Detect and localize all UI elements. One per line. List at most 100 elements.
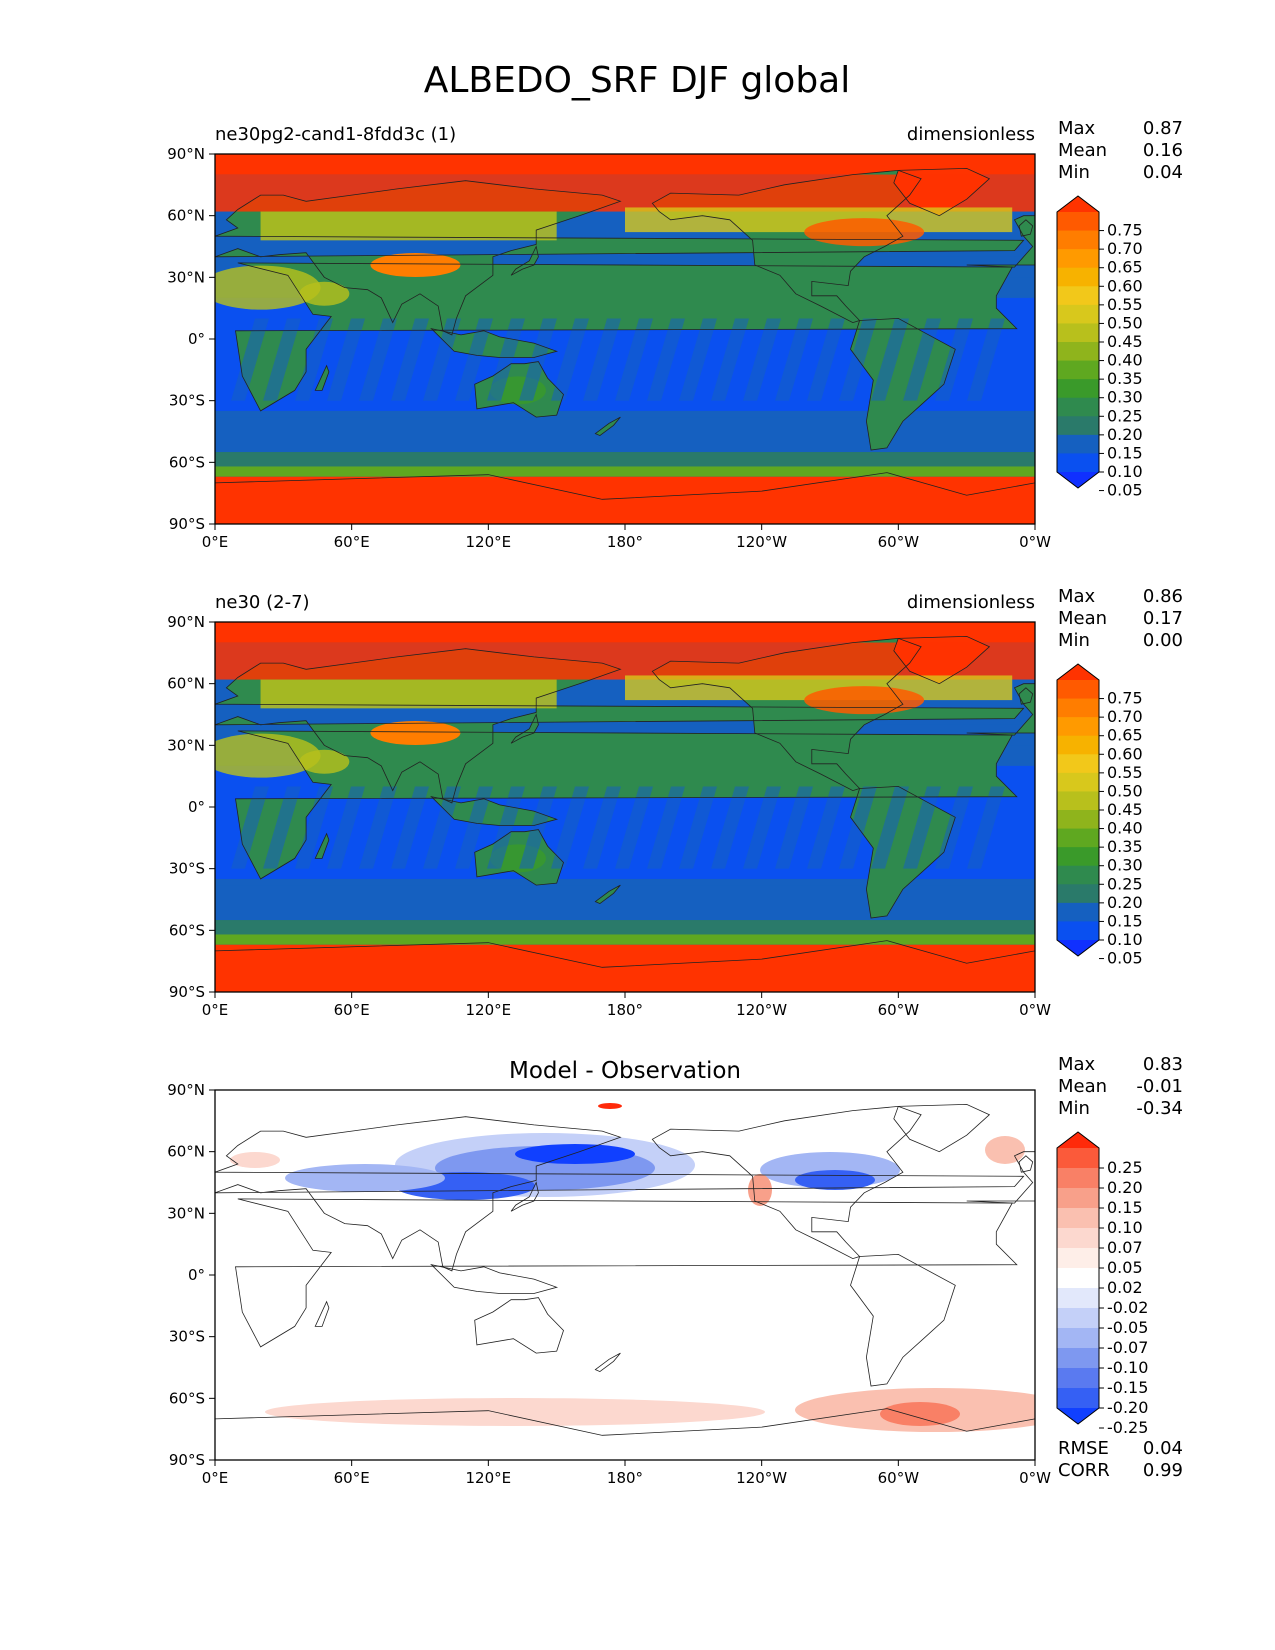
arctic-ice <box>215 622 1035 643</box>
x-tick-label: 60°E <box>334 533 370 551</box>
colorbar-segment <box>1057 680 1099 700</box>
ocean-glint-stripe <box>967 318 1005 401</box>
colorbar-max-extension <box>1057 196 1099 212</box>
y-tick-label: 90°N <box>167 613 205 631</box>
coastline-eurasia <box>215 180 1025 336</box>
colorbar-tick-label: -0.05 <box>1107 1318 1148 1337</box>
positive-anomaly-area <box>265 1398 765 1426</box>
colorbar-segment <box>1057 847 1099 867</box>
colorbar-segment <box>1057 416 1099 436</box>
y-tick-label: 90°N <box>167 1081 205 1099</box>
colorbar-segment <box>1057 1308 1099 1329</box>
ocean-glint-stripe <box>487 786 525 869</box>
colorbar-tick-label: 0.70 <box>1107 707 1143 726</box>
colorbar-segment <box>1057 865 1099 885</box>
colorbar-tick-label: 0.35 <box>1107 837 1143 856</box>
positive-anomaly-area <box>880 1402 960 1426</box>
land-madagascar <box>315 365 329 391</box>
colorbar-tick-label: 0.75 <box>1107 689 1143 708</box>
colorbar-tick-label: 0.20 <box>1107 1178 1143 1197</box>
stat-label: Mean <box>1058 1076 1107 1097</box>
colorbar-segment <box>1057 1368 1099 1389</box>
colorbar-segment <box>1057 1148 1099 1169</box>
ocean-glint-stripe <box>423 318 461 401</box>
ocean-glint-stripe <box>359 786 397 869</box>
sea-ice-edge <box>215 466 1035 477</box>
colorbar-tick-label: -0.10 <box>1107 1358 1148 1377</box>
positive-anomaly-area <box>598 1103 622 1109</box>
ocean-glint-stripe <box>455 318 493 401</box>
colorbar-segment <box>1057 230 1099 250</box>
colorbar-segment <box>1057 212 1099 232</box>
sahara-desert <box>215 265 321 310</box>
ocean-glint-stripe <box>807 318 845 401</box>
colorbar-segment <box>1057 828 1099 848</box>
land-nz <box>595 417 621 436</box>
land-indonesia <box>431 796 557 826</box>
stat-label: Min <box>1058 1098 1090 1119</box>
land-uk <box>1019 219 1033 237</box>
figure-title: ALBEDO_SRF DJF global <box>424 60 850 101</box>
colorbar: 0.250.200.150.100.070.050.02-0.02-0.05-0… <box>1056 1131 1148 1437</box>
ocean-glint-stripe <box>903 786 941 869</box>
y-tick-label: 60°S <box>169 921 205 939</box>
colorbar-segment <box>1057 791 1099 811</box>
arabian-desert <box>299 281 350 306</box>
stat-label: Min <box>1058 162 1090 183</box>
x-tick-label: 60°E <box>334 1469 370 1487</box>
ocean-glint-stripe <box>551 318 589 401</box>
colorbar-tick-label: 0.55 <box>1107 295 1143 314</box>
colorbar-tick-label: 0.25 <box>1107 1158 1143 1177</box>
ocean-glint-stripe <box>423 786 461 869</box>
colorbar-tick-label: -0.20 <box>1107 1398 1148 1417</box>
x-tick-label: 0°W <box>1019 1469 1051 1487</box>
y-tick-label: 60°S <box>169 1389 205 1407</box>
coastline-japan <box>510 1181 539 1212</box>
colorbar-max-extension <box>1057 664 1099 680</box>
ocean-glint-stripe <box>935 318 973 401</box>
coastline-africa <box>235 730 1018 880</box>
colorbar-tick-label: 0.55 <box>1107 763 1143 782</box>
colorbar-tick-label: 0.65 <box>1107 726 1143 745</box>
ocean-glint-stripe <box>391 786 429 869</box>
coastline-greenland <box>893 1103 991 1153</box>
snow-belt <box>215 642 1035 680</box>
x-tick-label: 60°W <box>878 1001 920 1019</box>
x-tick-label: 180° <box>607 1001 643 1019</box>
colorbar-tick-label: 0.10 <box>1107 930 1143 949</box>
ocean-glint-stripe <box>583 786 621 869</box>
land-europe2 <box>966 215 1035 268</box>
positive-anomaly-area <box>230 1152 280 1168</box>
canada-snow <box>804 218 925 247</box>
sea-ice-edge <box>215 934 1035 945</box>
colorbar-tick-label: 0.05 <box>1107 1258 1143 1277</box>
colorbar-segment <box>1057 1328 1099 1349</box>
map-field <box>215 1090 1035 1460</box>
tibetan-plateau-snow <box>370 253 461 277</box>
y-tick-label: 60°N <box>167 207 205 225</box>
colorbar-segment <box>1057 1268 1099 1289</box>
colorbar-tick-label: 0.40 <box>1107 819 1143 838</box>
colorbar-tick-label: 0.40 <box>1107 351 1143 370</box>
colorbar-tick-label: 0.65 <box>1107 258 1143 277</box>
ocean-glint-stripe <box>359 318 397 401</box>
y-tick-label: 60°N <box>167 1143 205 1161</box>
ocean-glint-stripe <box>263 786 301 869</box>
snow-transition <box>260 211 557 241</box>
coastline-namerica <box>651 169 922 324</box>
stat-value: 0.86 <box>1143 586 1183 607</box>
colorbar-tick-label: 0.15 <box>1107 443 1143 462</box>
ocean-glint-stripe <box>327 318 365 401</box>
x-tick-label: 0°W <box>1019 533 1051 551</box>
colorbar-segment <box>1057 453 1099 473</box>
panel-units: dimensionless <box>907 592 1035 613</box>
colorbar-segment <box>1057 1168 1099 1189</box>
x-tick-label: 0°W <box>1019 1001 1051 1019</box>
coastline-samerica <box>850 1253 956 1387</box>
stat-value: 0.17 <box>1143 608 1183 629</box>
ocean-glint-stripe <box>743 318 781 401</box>
colorbar-tick-label: 0.50 <box>1107 781 1143 800</box>
x-tick-label: 0°E <box>202 1469 229 1487</box>
land-europe2 <box>966 683 1035 736</box>
